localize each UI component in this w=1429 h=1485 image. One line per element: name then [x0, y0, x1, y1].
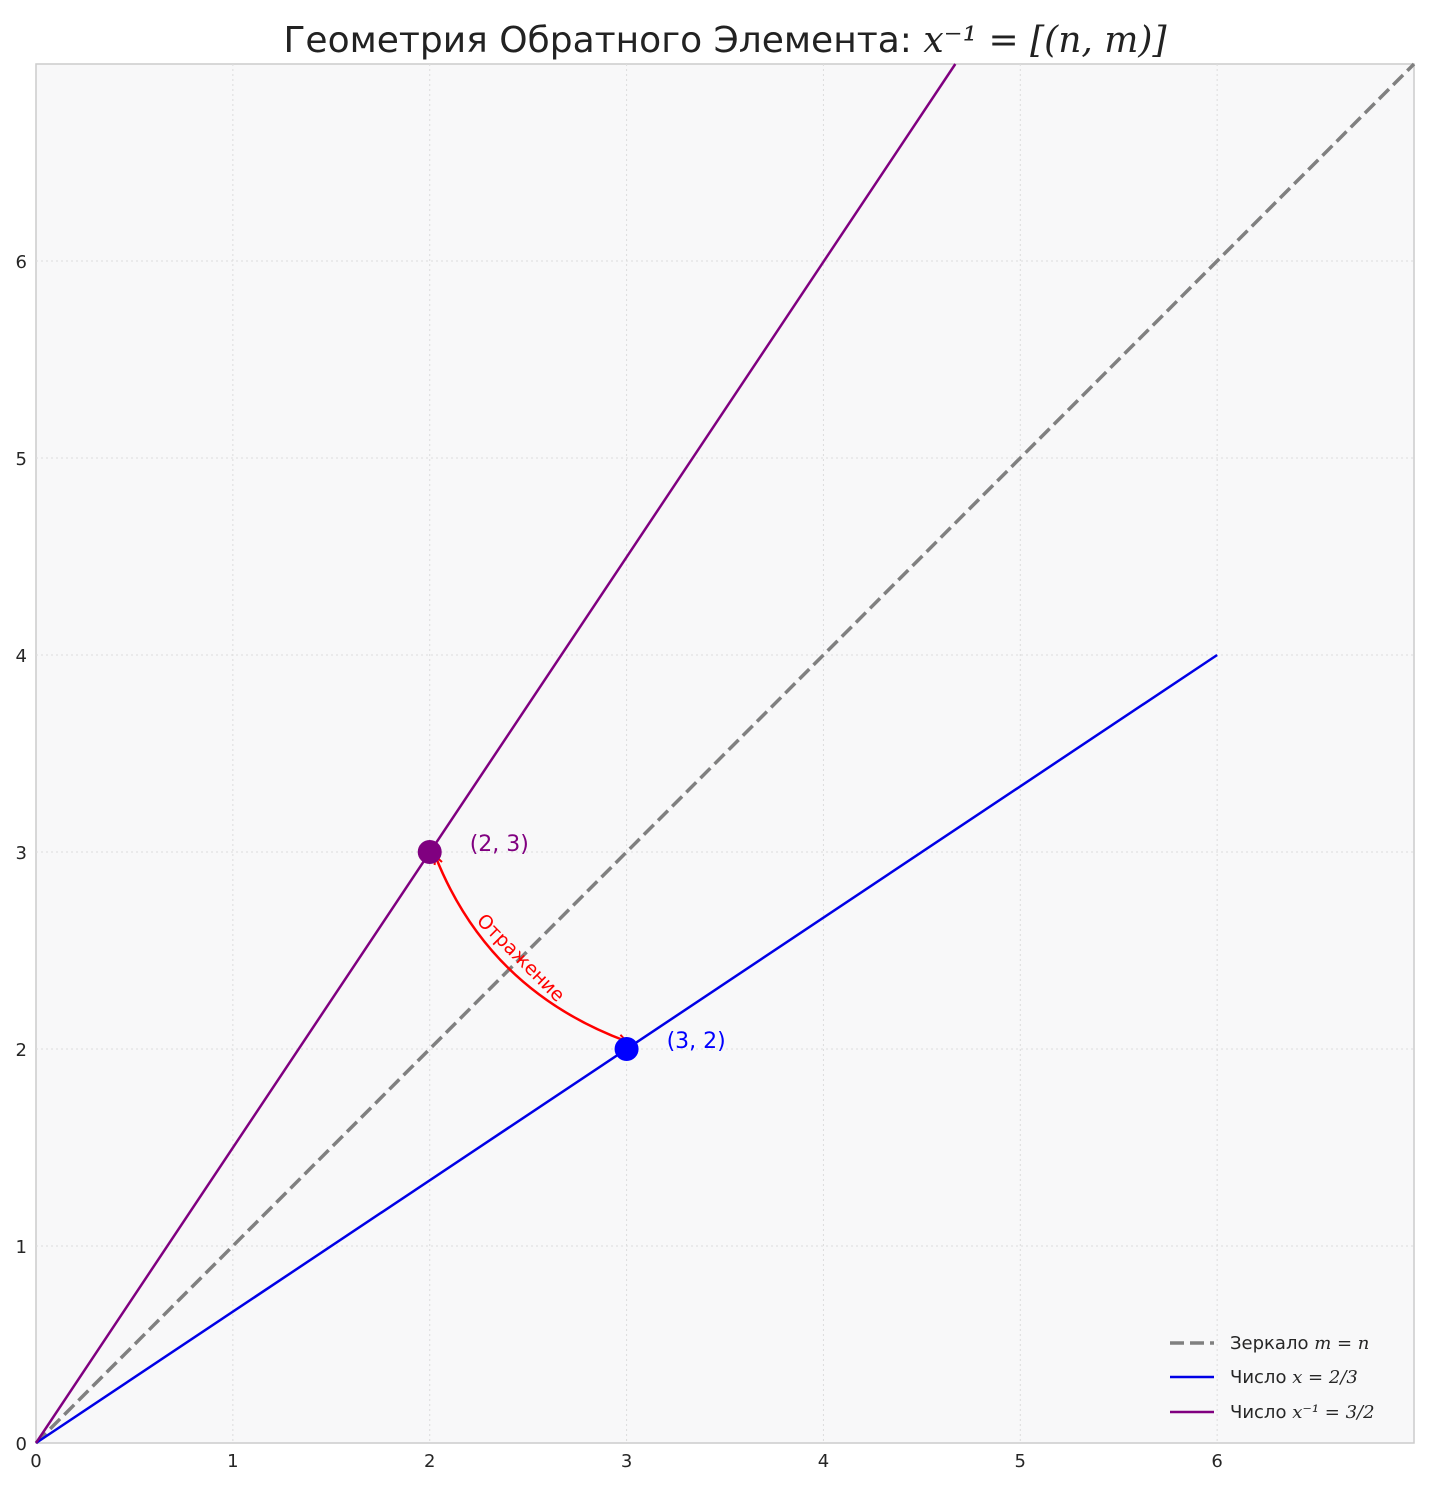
- point-label: (2, 3): [470, 832, 529, 857]
- reflection-arrow: [436, 857, 626, 1041]
- points-layer: (3, 2) (2, 3): [417, 832, 726, 1061]
- legend-label-mirror: Зеркало m = n: [1230, 1333, 1369, 1354]
- x-tick-label: 5: [1015, 1451, 1026, 1472]
- series-inverse-line: [34, 63, 957, 1444]
- y-tick-label: 6: [16, 252, 27, 273]
- x-tick-label: 3: [621, 1451, 632, 1472]
- chart-title: Геометрия Обратного Элемента: x⁻¹ = [(n,…: [283, 20, 1167, 61]
- point-label: (3, 2): [667, 1029, 726, 1054]
- y-tick-label: 5: [16, 449, 27, 470]
- y-axis-ticks: 0 1 2 3 4 5 6: [16, 252, 27, 1455]
- legend-label-inverse: Число x⁻¹ = 3/2: [1230, 1402, 1375, 1423]
- y-tick-label: 2: [16, 1040, 27, 1061]
- x-tick-label: 0: [30, 1451, 41, 1472]
- y-tick-label: 1: [16, 1237, 27, 1258]
- y-tick-label: 4: [16, 646, 27, 667]
- x-tick-label: 2: [424, 1451, 435, 1472]
- point-marker: [614, 1037, 639, 1061]
- series-mirror-line: [34, 62, 1416, 1445]
- x-tick-label: 6: [1211, 1451, 1222, 1472]
- x-tick-label: 1: [227, 1451, 238, 1472]
- x-tick-label: 4: [818, 1451, 829, 1472]
- y-tick-label: 3: [16, 843, 27, 864]
- point-marker: [417, 840, 442, 864]
- legend: Зеркало m = n Число x = 2/3 Число x⁻¹ = …: [1170, 1333, 1375, 1423]
- y-tick-label: 0: [16, 1434, 27, 1455]
- legend-label-number: Число x = 2/3: [1230, 1367, 1358, 1388]
- x-axis-ticks: 0 1 2 3 4 5 6: [30, 1451, 1223, 1472]
